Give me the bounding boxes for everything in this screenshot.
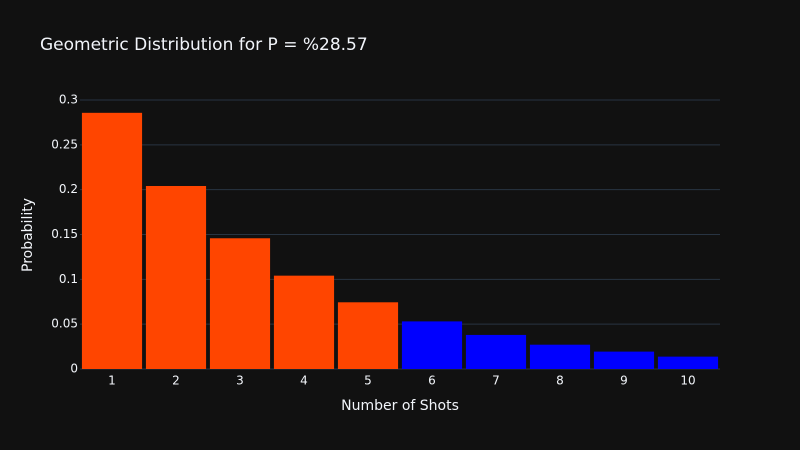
bar [337,302,399,369]
bar [465,334,527,369]
y-tick-label: 0 [70,362,78,376]
bar [81,112,143,370]
bar [401,321,463,369]
x-tick-label: 4 [300,374,308,388]
x-axis-title: Number of Shots [341,398,459,414]
x-tick-label: 1 [108,374,116,388]
bar [657,356,719,369]
bar [593,351,655,369]
x-tick-label: 9 [620,374,628,388]
x-tick-label: 2 [172,374,180,388]
y-tick-label: 0.25 [51,137,78,151]
y-tick-label: 0.15 [51,227,78,241]
y-tick-label: 0.05 [51,317,78,331]
chart-title: Geometric Distribution for P = %28.57 [40,35,368,55]
bar [145,185,207,369]
y-tick-label: 0.1 [59,272,78,286]
x-tick-label: 8 [556,374,564,388]
x-tick-label: 10 [680,374,695,388]
y-tick-label: 0.3 [59,93,78,107]
bar [273,275,335,369]
y-tick-label: 0.2 [59,182,78,196]
y-axis-title: Probability [20,198,36,272]
bar [209,238,271,369]
x-tick-label: 6 [428,374,436,388]
x-tick-label: 5 [364,374,372,388]
x-tick-label: 7 [492,374,500,388]
x-tick-label: 3 [236,374,244,388]
bar [529,344,591,369]
